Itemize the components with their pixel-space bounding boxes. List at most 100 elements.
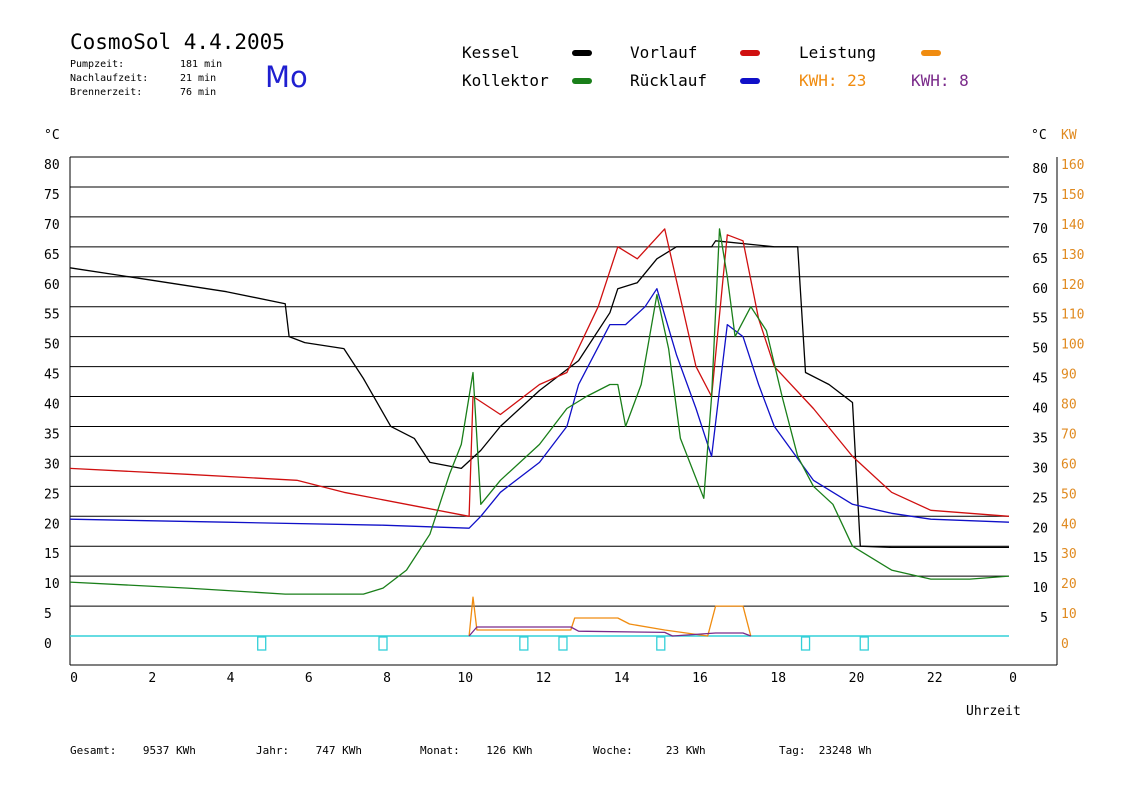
y-axis-unit-power: KW <box>1061 128 1077 143</box>
x-tick-label: 0 <box>70 671 78 686</box>
y-tick-label-right: 50 <box>1032 342 1048 357</box>
footer-monat: Monat: 126 KWh <box>420 744 533 757</box>
pump-marker <box>378 636 388 651</box>
y-tick-label-left: 65 <box>44 248 60 263</box>
stat-value: 76 min <box>180 87 217 98</box>
footer-label: Woche: <box>593 744 633 757</box>
y-tick-label-power: 80 <box>1061 398 1077 413</box>
y-tick-label-left: 55 <box>44 308 60 323</box>
y-tick-label-left: 70 <box>44 218 60 233</box>
y-tick-label-left: 80 <box>44 158 60 173</box>
y-tick-label-right: 25 <box>1032 491 1048 506</box>
y-tick-label-power: 70 <box>1061 427 1077 442</box>
y-tick-label-right: 70 <box>1032 222 1048 237</box>
legend-vorlauf-swatch <box>740 50 760 56</box>
x-tick-label: 12 <box>536 671 552 686</box>
pump-marker <box>257 636 267 651</box>
x-tick-label: 18 <box>770 671 786 686</box>
legend-kessel-swatch <box>572 50 592 56</box>
x-tick-label: 4 <box>227 671 235 686</box>
x-tick-label: 8 <box>383 671 391 686</box>
pump-marker <box>558 636 568 651</box>
x-tick-label: 22 <box>927 671 943 686</box>
y-tick-label-power: 40 <box>1061 517 1077 532</box>
x-tick-label: 2 <box>148 671 156 686</box>
footer-label: Gesamt: <box>70 744 117 757</box>
y-tick-label-power: 110 <box>1061 308 1084 323</box>
x-tick-label: 14 <box>614 671 630 686</box>
legend-kessel: Kessel <box>462 43 520 62</box>
footer-label: Jahr: <box>256 744 290 757</box>
series-line-kollektor <box>69 228 1010 595</box>
pump-marker <box>800 636 811 651</box>
legend-ruecklauf: Rücklauf <box>630 71 708 90</box>
page-title: CosmoSol 4.4.2005 <box>70 30 285 54</box>
pump-marker <box>859 636 869 651</box>
legend-kollektor: Kollektor <box>462 71 549 90</box>
y-tick-label-power: 100 <box>1061 338 1084 353</box>
stat-label: Nachlaufzeit: <box>70 73 149 84</box>
series-line-kessel <box>69 240 1009 549</box>
footer-value: 9537 KWh <box>142 744 196 757</box>
footer-value: 23248 Wh <box>818 744 872 757</box>
series-line-vorlauf <box>69 228 1010 517</box>
stat-value: 181 min <box>180 59 223 70</box>
y-tick-label-left: 5 <box>44 607 52 622</box>
y-tick-label-right: 60 <box>1032 282 1048 297</box>
legend-vorlauf: Vorlauf <box>630 43 698 62</box>
y-tick-label-power: 60 <box>1061 457 1077 472</box>
y-tick-label-right: 40 <box>1032 402 1048 417</box>
y-tick-label-left: 0 <box>44 637 52 652</box>
series-line-kwh_purple <box>468 626 752 637</box>
x-tick-label: 0 <box>1009 671 1017 686</box>
y-axis-unit-right: °C <box>1031 128 1047 143</box>
y-tick-label-power: 150 <box>1061 188 1084 203</box>
y-tick-label-power: 10 <box>1061 607 1077 622</box>
y-tick-label-right: 30 <box>1032 461 1048 476</box>
y-tick-label-left: 45 <box>44 368 60 383</box>
y-tick-label-left: 10 <box>44 577 60 592</box>
y-tick-label-left: 15 <box>44 547 60 562</box>
footer-label: Monat: <box>420 744 460 757</box>
legend-kwh-purple: KWH: 8 <box>911 71 969 90</box>
stat-nachlaufzeit: Nachlaufzeit: 21 min <box>70 73 216 84</box>
series-line-leistung <box>468 596 752 637</box>
x-tick-label: 20 <box>849 671 865 686</box>
footer-value: 747 KWh <box>315 744 362 757</box>
footer-label: Tag: <box>779 744 806 757</box>
y-tick-label-left: 20 <box>44 517 60 532</box>
footer-woche: Woche: 23 KWh <box>593 744 706 757</box>
x-tick-label: 10 <box>457 671 473 686</box>
footer-gesamt: Gesamt: 9537 KWh <box>70 744 196 757</box>
y-tick-label-power: 20 <box>1061 577 1077 592</box>
y-tick-label-right: 5 <box>1040 611 1048 626</box>
footer-value: 23 KWh <box>665 744 706 757</box>
pump-marker <box>519 636 529 651</box>
y-tick-label-right: 55 <box>1032 312 1048 327</box>
y-tick-label-left: 40 <box>44 398 60 413</box>
series-line-ruecklauf <box>69 288 1010 529</box>
y-tick-label-right: 80 <box>1032 162 1048 177</box>
y-tick-label-power: 160 <box>1061 158 1084 173</box>
x-axis-label: Uhrzeit <box>966 704 1021 719</box>
y-tick-label-left: 50 <box>44 338 60 353</box>
y-tick-label-right: 75 <box>1032 192 1048 207</box>
y-tick-label-left: 35 <box>44 427 60 442</box>
y-tick-label-right: 15 <box>1032 551 1048 566</box>
stat-label: Brennerzeit: <box>70 87 143 98</box>
y-tick-label-left: 25 <box>44 487 60 502</box>
y-tick-label-power: 140 <box>1061 218 1084 233</box>
pump-marker <box>656 636 666 651</box>
stat-value: 21 min <box>180 73 217 84</box>
y-tick-label-right: 20 <box>1032 521 1048 536</box>
y-tick-label-power: 0 <box>1061 637 1069 652</box>
y-axis-unit-left: °C <box>44 128 60 143</box>
y-tick-label-power: 30 <box>1061 547 1077 562</box>
legend-leistung-swatch <box>921 50 941 56</box>
y-tick-label-left: 30 <box>44 457 60 472</box>
y-tick-label-power: 120 <box>1061 278 1084 293</box>
y-tick-label-right: 35 <box>1032 431 1048 446</box>
stat-pumpzeit: Pumpzeit: 181 min <box>70 59 222 70</box>
legend-kollektor-swatch <box>572 78 592 84</box>
legend-kwh-orange: KWH: 23 <box>799 71 867 90</box>
